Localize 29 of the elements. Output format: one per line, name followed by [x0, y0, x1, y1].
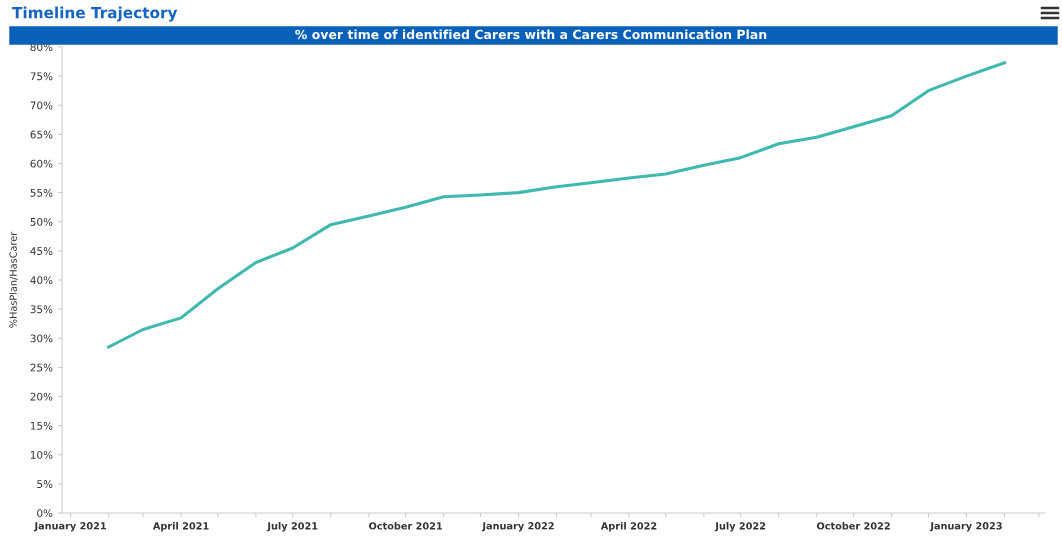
y-tick-label: 55% — [30, 188, 53, 197]
y-tick-label: 70% — [30, 101, 53, 110]
y-tick-label: 50% — [30, 217, 53, 226]
x-tick-label: January 2021 — [33, 522, 106, 532]
chart-subtitle: % over time of identified Carers with a Carers Communication Plan — [295, 29, 767, 40]
x-tick-label: October 2022 — [816, 522, 890, 530]
y-tick-label: 5% — [37, 480, 53, 488]
line-series — [107, 61, 1007, 349]
x-tick-label: October 2021 — [369, 522, 443, 530]
x-tick-label: July 2022 — [714, 522, 766, 532]
y-tick-label: 75% — [30, 72, 53, 81]
y-tick-label: 65% — [30, 130, 53, 139]
y-axis-title: %HasPlan/HasCarer — [9, 231, 18, 328]
x-tick-label: January 2023 — [929, 522, 1002, 532]
y-tick-label: 10% — [30, 450, 53, 459]
x-tick-label: July 2021 — [266, 522, 318, 532]
x-tick-label: April 2021 — [152, 522, 209, 532]
y-tick-label: 25% — [30, 363, 53, 372]
y-tick-label: 20% — [30, 392, 53, 401]
y-tick-label: 30% — [30, 334, 53, 343]
y-tick-label: 15% — [30, 421, 53, 430]
y-tick-label: 40% — [30, 276, 53, 285]
x-tick-label: January 2022 — [481, 522, 554, 532]
chart-title: Timeline Trajectory — [12, 6, 178, 22]
y-tick-label: 35% — [30, 305, 53, 314]
y-tick-label: 60% — [30, 159, 53, 168]
y-tick-label: 0% — [37, 509, 53, 518]
y-tick-label: 45% — [30, 247, 53, 255]
x-tick-label: April 2022 — [600, 522, 657, 532]
